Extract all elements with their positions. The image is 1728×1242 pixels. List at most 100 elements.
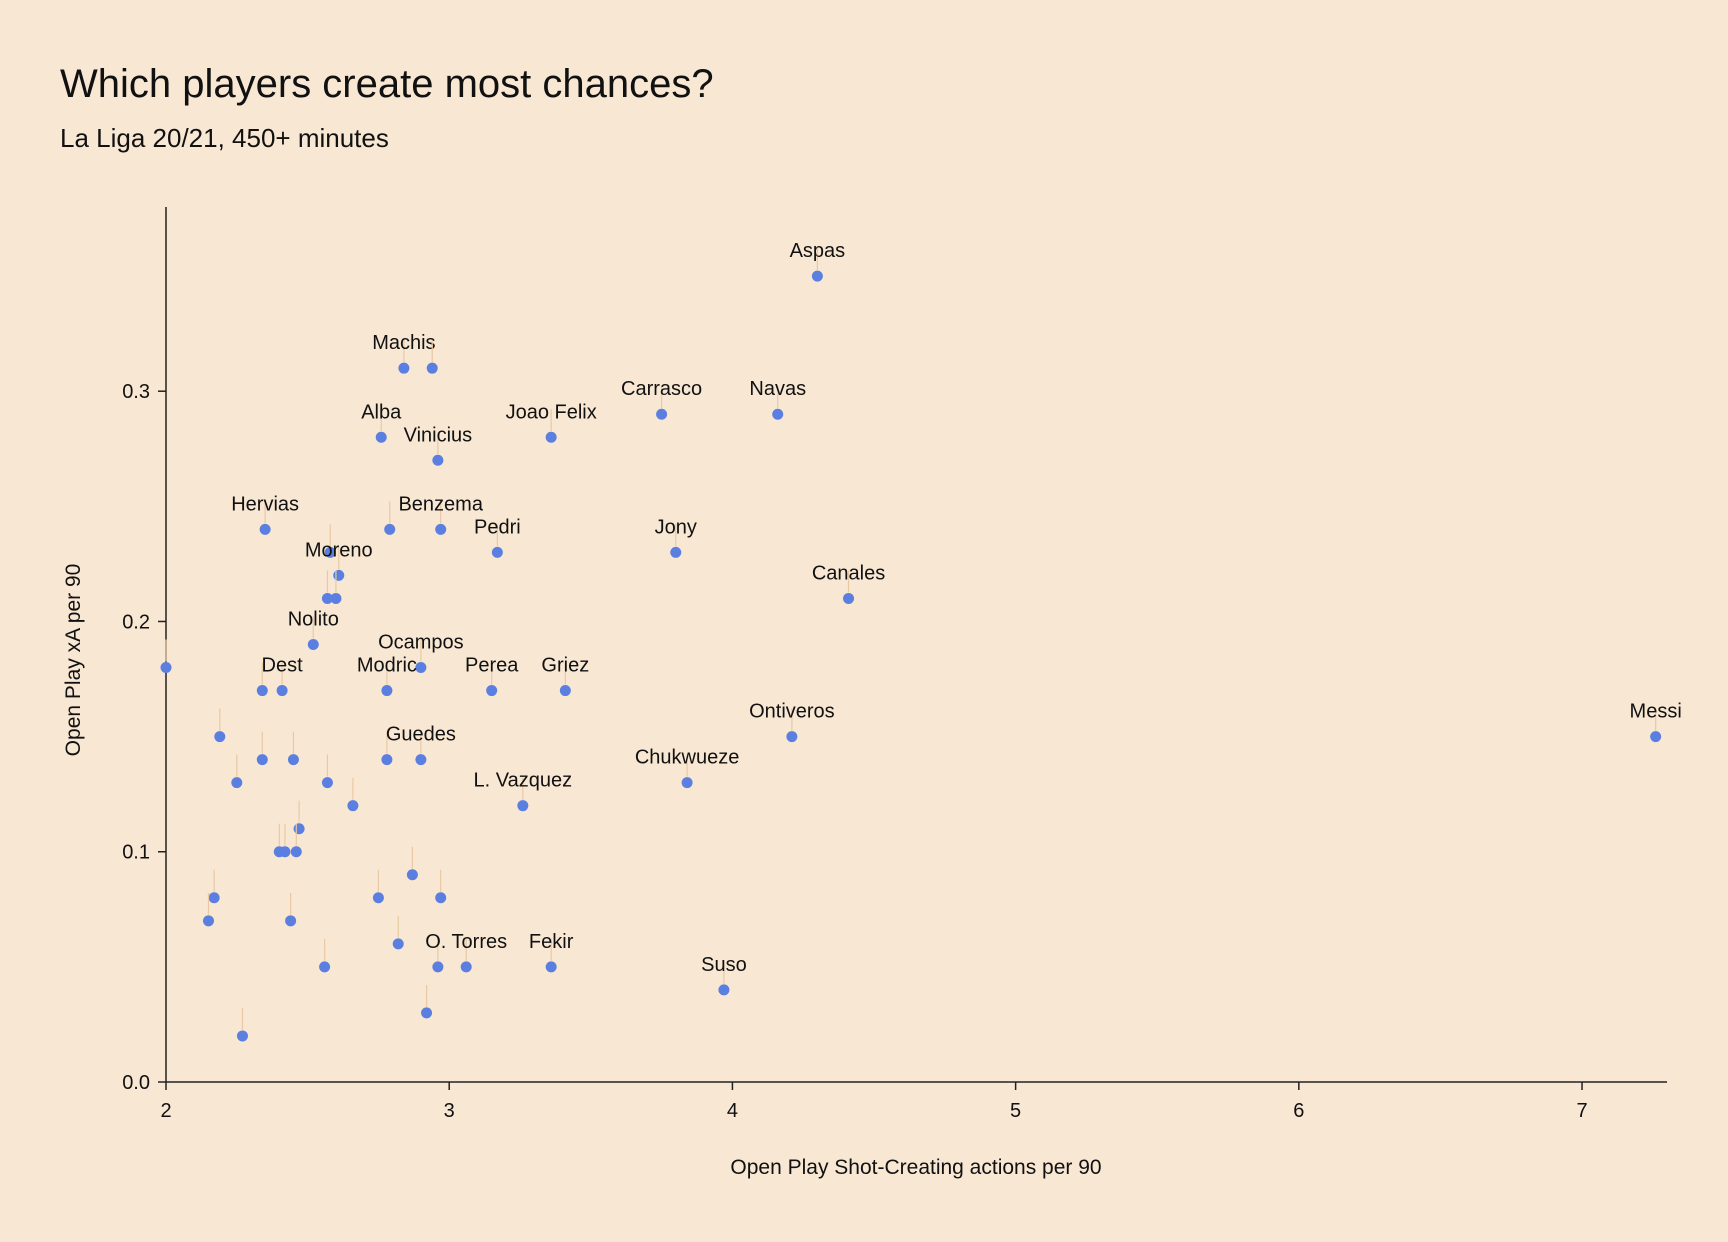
scatter-point (432, 961, 444, 973)
scatter-point (307, 639, 319, 650)
scatter-point (256, 754, 268, 766)
chart-title: Which players create most chances? (60, 62, 714, 106)
scatter-point (256, 685, 268, 697)
scatter-point (811, 270, 823, 282)
y-axis-ticks: 0.0 0.1 0.2 0.3 (122, 381, 166, 1094)
scatter-point (375, 431, 387, 443)
scatter-point (236, 1030, 248, 1042)
scatter-point (398, 362, 410, 374)
point-label: Messi (1630, 701, 1682, 723)
scatter-point (435, 892, 447, 904)
point-label: Aspas (790, 240, 846, 262)
y-tick-label: 0.1 (122, 842, 150, 864)
scatter-point (293, 823, 305, 835)
point-label: Carrasco (621, 378, 702, 400)
point-label: Griez (541, 655, 589, 677)
scatter-point (321, 592, 333, 604)
scatter-point (718, 984, 730, 996)
scatter-point (208, 892, 220, 904)
scatter-point (160, 662, 172, 674)
x-tick-label: 7 (1576, 1100, 1587, 1122)
scatter-point (486, 685, 498, 697)
scatter-point (415, 754, 427, 766)
scatter-point (406, 869, 418, 881)
data-points: Aspas Machis Carrasco Navas Alba Joao Felix Vi… (160, 240, 1682, 1042)
scatter-point (276, 685, 288, 697)
scatter-point (259, 523, 271, 535)
point-label: Navas (749, 378, 806, 400)
point-label: Dest (262, 655, 304, 677)
scatter-point (772, 408, 784, 420)
scatter-point (279, 846, 291, 858)
scatter-point (333, 569, 345, 581)
scatter-point (681, 777, 693, 789)
scatter-point (372, 892, 384, 904)
scatter-point (559, 685, 571, 697)
scatter-point (426, 362, 438, 374)
chart-subtitle: La Liga 20/21, 450+ minutes (60, 123, 389, 153)
point-label: Benzema (398, 493, 483, 515)
point-label: Perea (465, 655, 519, 677)
scatter-point (670, 546, 682, 558)
scatter-point (324, 546, 336, 558)
x-tick-label: 5 (1010, 1100, 1021, 1122)
scatter-point (202, 915, 214, 927)
point-label: Machis (372, 332, 435, 354)
point-label: Pedri (474, 516, 521, 538)
point-label: Ocampos (378, 632, 464, 654)
point-label: L. Vazquez (474, 770, 573, 792)
scatter-point (545, 431, 557, 443)
scatter-point (491, 546, 503, 558)
point-label: Suso (701, 954, 747, 976)
x-tick-label: 6 (1293, 1100, 1304, 1122)
scatter-point (460, 961, 472, 973)
scatter-point (786, 731, 798, 743)
point-label: Hervias (231, 493, 299, 515)
point-label: Joao Felix (506, 401, 597, 423)
point-label: Modric (357, 655, 417, 677)
scatter-point (214, 731, 226, 743)
y-axis-label: Open Play xA per 90 (62, 564, 85, 757)
scatter-point (421, 1007, 433, 1019)
scatter-point (231, 777, 243, 789)
scatter-point (285, 915, 297, 927)
scatter-point (381, 754, 393, 766)
point-label: O. Torres (425, 931, 507, 953)
point-label: Canales (812, 562, 885, 584)
y-tick-label: 0.0 (122, 1072, 150, 1094)
point-label: Jony (655, 516, 697, 538)
y-tick-label: 0.2 (122, 611, 150, 633)
x-tick-label: 4 (727, 1100, 738, 1122)
scatter-point (545, 961, 557, 973)
x-tick-label: 3 (444, 1100, 455, 1122)
point-label: Vinicius (404, 424, 473, 446)
x-axis-ticks: 2 3 4 5 6 7 (160, 1082, 1588, 1122)
point-label: Fekir (529, 931, 574, 953)
x-axis-label: Open Play Shot-Creating actions per 90 (730, 1156, 1101, 1179)
scatter-point (287, 754, 299, 766)
y-tick-label: 0.3 (122, 381, 150, 403)
scatter-point (435, 523, 447, 535)
scatter-point (1650, 731, 1662, 743)
x-tick-label: 2 (160, 1100, 171, 1122)
scatter-point (319, 961, 331, 973)
point-label: Chukwueze (635, 747, 740, 769)
scatter-point (381, 685, 393, 697)
scatter-point (656, 408, 668, 420)
scatter-point (347, 800, 359, 812)
point-label: Guedes (386, 724, 456, 746)
scatter-point (415, 662, 427, 674)
scatter-point (321, 777, 333, 789)
point-label: Moreno (305, 539, 373, 561)
scatter-point (290, 846, 302, 858)
scatter-point (432, 454, 444, 466)
point-label: Nolito (288, 609, 339, 631)
scatter-point (843, 592, 855, 604)
scatter-point (517, 800, 529, 812)
scatter-point (392, 938, 404, 950)
point-label: Ontiveros (749, 701, 835, 723)
scatter-point (384, 523, 396, 535)
